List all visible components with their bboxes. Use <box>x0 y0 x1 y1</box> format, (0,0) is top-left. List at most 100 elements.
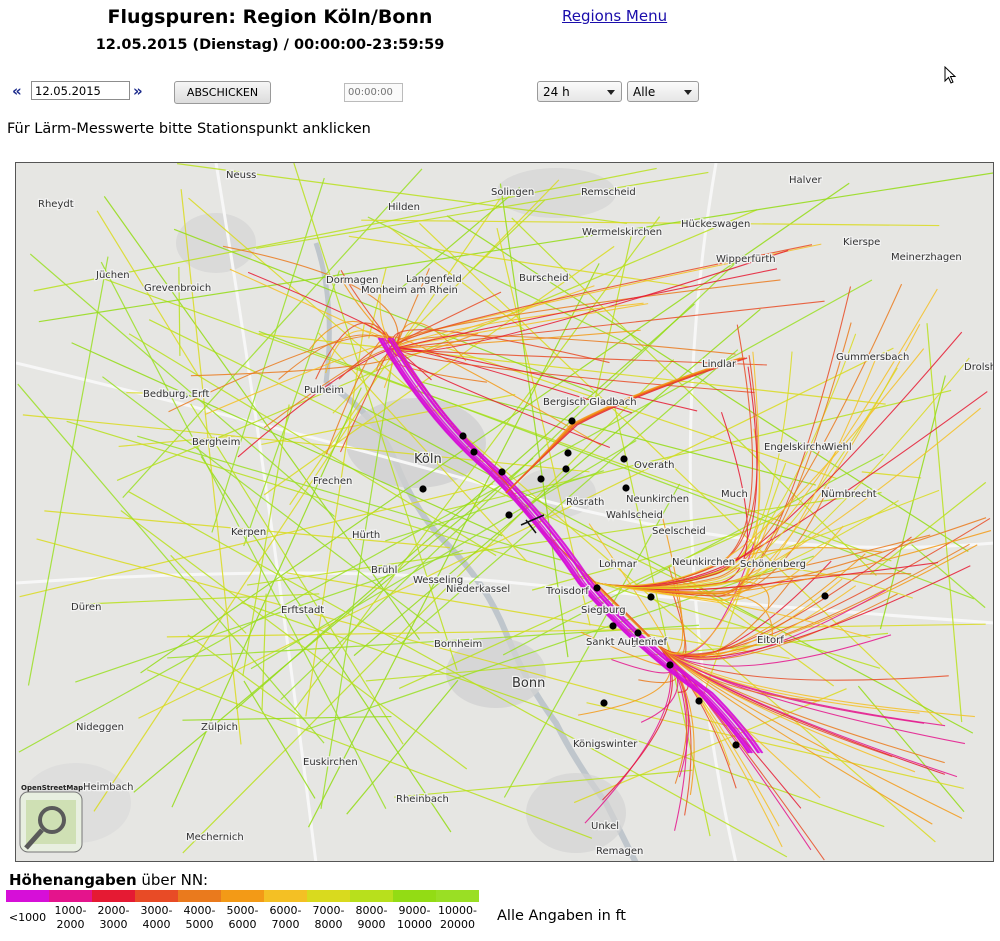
place-label: Monheim am Rhein <box>361 285 458 296</box>
flight-track <box>419 381 816 486</box>
flight-track <box>66 420 881 669</box>
flight-track <box>243 680 316 799</box>
flight-track <box>44 510 450 549</box>
legend-swatch <box>135 890 178 902</box>
place-label: Wipperfürth <box>716 254 776 265</box>
duration-select-value: 24 h <box>543 85 570 99</box>
flight-track <box>166 623 986 638</box>
place-label: Kierspe <box>843 237 880 248</box>
flight-track <box>29 253 335 517</box>
place-label: Seelscheid <box>652 526 706 537</box>
noise-station-marker[interactable] <box>537 475 545 483</box>
duration-select[interactable]: 24 h <box>537 81 622 102</box>
noise-stations[interactable] <box>419 417 829 749</box>
noise-station-marker[interactable] <box>498 468 506 476</box>
place-label: Bergheim <box>192 437 240 448</box>
noise-station-marker[interactable] <box>459 432 467 440</box>
openstreetmap-logo-icon: OpenStreetMap <box>19 784 83 853</box>
flight-track <box>99 276 892 562</box>
noise-station-marker[interactable] <box>419 485 427 493</box>
place-label: Overath <box>634 460 674 471</box>
place-label: Euskirchen <box>303 757 358 768</box>
flight-track <box>595 288 938 588</box>
flight-track <box>122 168 423 499</box>
place-label: Lindlar <box>702 359 737 370</box>
flight-track <box>595 530 992 594</box>
flight-track-map[interactable]: Neuss Rheydt Hilden Solingen Remscheid Wermel… <box>15 162 994 862</box>
place-label: Rösrath <box>566 497 604 508</box>
noise-station-marker[interactable] <box>568 417 576 425</box>
flight-track <box>365 632 889 682</box>
flight-tracks <box>17 163 993 861</box>
place-label: Niederkassel <box>446 584 510 595</box>
noise-station-marker[interactable] <box>505 511 513 519</box>
place-label: Zülpich <box>201 722 238 733</box>
flight-track <box>305 324 365 717</box>
legend-label: 5000- 6000 <box>226 904 259 931</box>
chevron-down-icon <box>607 90 615 95</box>
noise-station-marker[interactable] <box>732 741 740 749</box>
noise-station-marker[interactable] <box>620 455 628 463</box>
place-label: Neunkirchen <box>626 494 689 505</box>
legend-swatch <box>92 890 135 902</box>
next-day-icon[interactable]: » <box>133 82 143 100</box>
noise-station-marker[interactable] <box>600 699 608 707</box>
time-input[interactable] <box>344 83 403 102</box>
filter-select[interactable]: Alle <box>627 81 699 102</box>
units-note: Alle Angaben in ft <box>497 908 626 924</box>
place-label: Neunkirchen <box>672 557 735 568</box>
previous-day-icon[interactable]: « <box>12 82 22 100</box>
place-label: Frechen <box>313 476 352 487</box>
place-label: Hennef <box>631 637 668 648</box>
submit-button[interactable]: ABSCHICKEN <box>174 81 271 104</box>
flight-track <box>360 405 974 734</box>
noise-station-marker[interactable] <box>622 484 630 492</box>
flight-track <box>861 471 922 479</box>
regions-menu-link[interactable]: Regions Menu <box>562 7 668 25</box>
legend-label: 8000- 9000 <box>355 904 388 931</box>
noise-station-marker[interactable] <box>666 661 674 669</box>
place-label: Remscheid <box>581 187 636 198</box>
flight-track <box>261 393 516 446</box>
flight-track <box>499 183 569 658</box>
noise-station-marker[interactable] <box>695 697 703 705</box>
flight-track <box>261 593 267 710</box>
flight-track <box>77 593 320 605</box>
noise-station-marker[interactable] <box>634 629 642 637</box>
place-label: Rheydt <box>38 199 74 210</box>
flight-track <box>286 572 790 660</box>
flight-track <box>387 337 759 754</box>
legend-swatch <box>393 890 436 902</box>
legend-label: 3000- 4000 <box>140 904 173 931</box>
legend-swatch <box>221 890 264 902</box>
legend-label: 7000- 8000 <box>312 904 345 931</box>
place-label: Hürth <box>352 530 380 541</box>
map-canvas[interactable]: Neuss Rheydt Hilden Solingen Remscheid Wermel… <box>16 163 994 862</box>
place-label: Sankt Augustin <box>586 637 662 648</box>
date-input[interactable] <box>31 81 130 100</box>
flight-track <box>250 439 637 670</box>
flight-track <box>419 222 943 726</box>
flight-track <box>118 435 235 448</box>
flight-track <box>586 702 964 790</box>
noise-station-marker[interactable] <box>609 622 617 630</box>
flight-track <box>170 554 247 634</box>
noise-station-marker[interactable] <box>564 449 572 457</box>
place-label: Wahlscheid <box>606 510 663 521</box>
legend-swatch <box>350 890 393 902</box>
noise-station-marker[interactable] <box>470 448 478 456</box>
noise-station-marker[interactable] <box>593 584 601 592</box>
flight-track <box>388 337 761 754</box>
noise-station-marker[interactable] <box>562 465 570 473</box>
flight-track <box>127 490 788 858</box>
noise-station-marker[interactable] <box>647 593 655 601</box>
flight-track <box>71 342 503 537</box>
noise-station-marker[interactable] <box>821 592 829 600</box>
flight-track <box>400 349 739 644</box>
place-label: Heimbach <box>83 782 134 793</box>
measurement-hint: Für Lärm-Messwerte bitte Stationspunkt a… <box>7 121 371 137</box>
place-label: Drolshagen <box>964 362 994 373</box>
place-label: Bergisch Gladbach <box>543 397 637 408</box>
place-label: Much <box>721 489 748 500</box>
place-label: Düren <box>71 602 101 613</box>
